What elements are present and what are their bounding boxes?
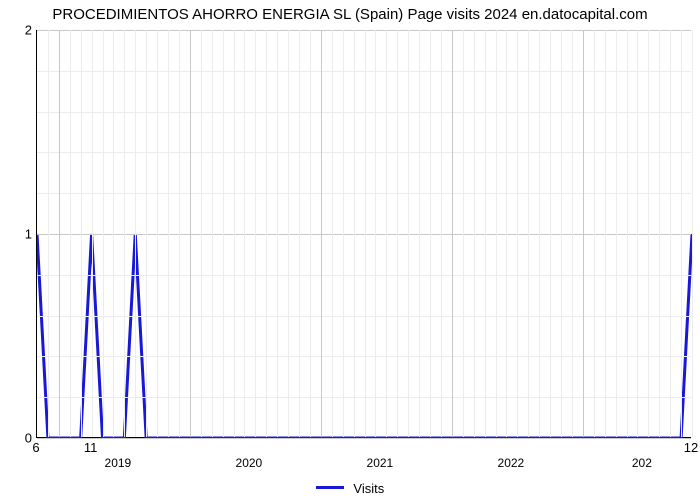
grid-v-minor: [605, 30, 606, 437]
grid-v-minor: [386, 30, 387, 437]
grid-v-minor: [496, 30, 497, 437]
grid-v-minor: [266, 30, 267, 437]
grid-v-major: [321, 30, 322, 437]
grid-v-minor: [70, 30, 71, 437]
legend-swatch: [316, 486, 344, 489]
grid-v-minor: [539, 30, 540, 437]
grid-v-minor: [288, 30, 289, 437]
grid-v-minor: [616, 30, 617, 437]
chart-title: PROCEDIMIENTOS AHORRO ENERGIA SL (Spain)…: [0, 6, 700, 23]
grid-v-minor: [485, 30, 486, 437]
grid-v-major: [59, 30, 60, 437]
grid-v-minor: [157, 30, 158, 437]
grid-v-minor: [81, 30, 82, 437]
grid-v-minor: [474, 30, 475, 437]
chart-container: PROCEDIMIENTOS AHORRO ENERGIA SL (Spain)…: [0, 0, 700, 500]
grid-v-minor: [168, 30, 169, 437]
grid-v-minor: [506, 30, 507, 437]
grid-v-minor: [135, 30, 136, 437]
grid-v-minor: [637, 30, 638, 437]
grid-v-minor: [354, 30, 355, 437]
grid-v-minor: [627, 30, 628, 437]
x-year-label: 2019: [105, 456, 132, 470]
grid-v-minor: [648, 30, 649, 437]
x-year-label: 2021: [367, 456, 394, 470]
grid-v-minor: [343, 30, 344, 437]
legend-label: Visits: [353, 481, 384, 496]
grid-v-minor: [441, 30, 442, 437]
grid-v-major: [452, 30, 453, 437]
grid-v-minor: [572, 30, 573, 437]
grid-v-minor: [365, 30, 366, 437]
grid-v-minor: [48, 30, 49, 437]
grid-v-minor: [310, 30, 311, 437]
grid-v-minor: [419, 30, 420, 437]
grid-v-minor: [681, 30, 682, 437]
xtick-label: 6: [32, 440, 39, 455]
grid-h-major: [37, 438, 691, 439]
grid-v-minor: [103, 30, 104, 437]
grid-v-minor: [201, 30, 202, 437]
grid-v-minor: [659, 30, 660, 437]
grid-v-minor: [92, 30, 93, 437]
grid-v-minor: [277, 30, 278, 437]
ytick-label: 0: [4, 431, 32, 446]
grid-v-minor: [397, 30, 398, 437]
grid-v-minor: [234, 30, 235, 437]
grid-v-minor: [146, 30, 147, 437]
plot-area: [36, 30, 691, 438]
grid-v-minor: [594, 30, 595, 437]
grid-v-minor: [375, 30, 376, 437]
grid-v-minor: [332, 30, 333, 437]
grid-v-minor: [255, 30, 256, 437]
grid-v-major: [190, 30, 191, 437]
grid-v-minor: [408, 30, 409, 437]
grid-v-minor: [299, 30, 300, 437]
grid-v-minor: [430, 30, 431, 437]
grid-v-minor: [550, 30, 551, 437]
grid-v-minor: [179, 30, 180, 437]
grid-v-minor: [463, 30, 464, 437]
grid-v-minor: [113, 30, 114, 437]
grid-v-minor: [670, 30, 671, 437]
x-year-label: 2022: [498, 456, 525, 470]
grid-v-minor: [124, 30, 125, 437]
x-year-label: 2020: [236, 456, 263, 470]
legend: Visits: [0, 481, 700, 496]
grid-v-major: [583, 30, 584, 437]
grid-v-minor: [561, 30, 562, 437]
grid-v-minor: [223, 30, 224, 437]
grid-v-minor: [528, 30, 529, 437]
grid-v-minor: [212, 30, 213, 437]
ytick-label: 2: [4, 23, 32, 38]
x-year-label: 202: [632, 456, 652, 470]
xtick-label: 11: [84, 440, 98, 455]
grid-v-minor: [244, 30, 245, 437]
grid-v-minor: [692, 30, 693, 437]
xtick-label: 12: [684, 440, 698, 455]
grid-v-minor: [517, 30, 518, 437]
ytick-label: 1: [4, 227, 32, 242]
